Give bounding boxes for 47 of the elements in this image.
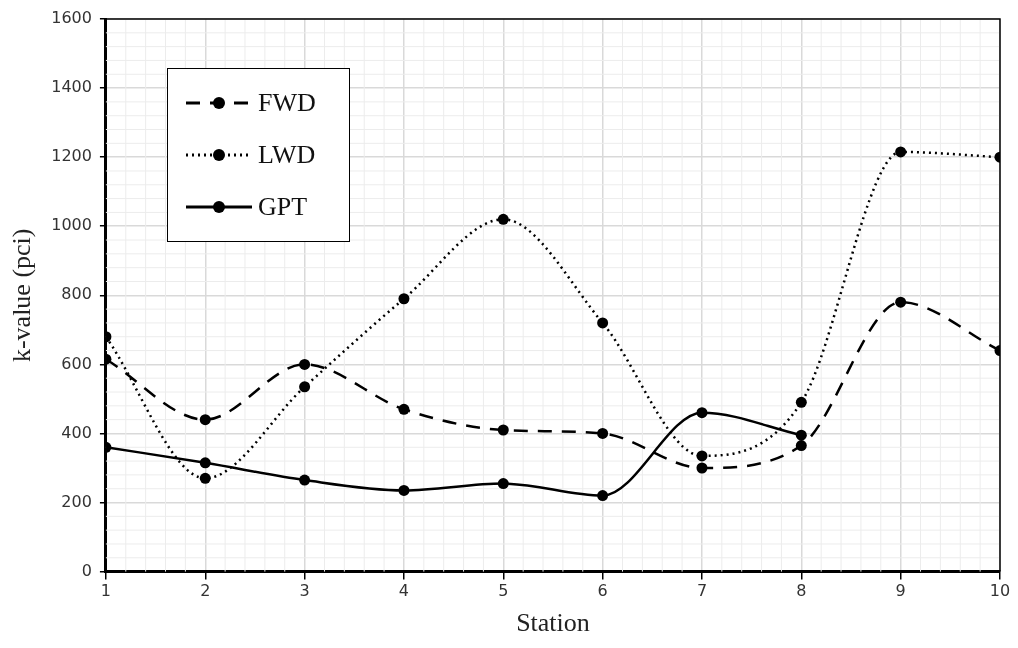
point [398,403,410,415]
x-tick-label: 5 [498,581,509,601]
x-tick-label: 2 [200,581,211,601]
point [299,358,311,370]
x-tick-label: 7 [696,581,708,601]
point [299,474,311,486]
point [895,146,907,158]
x-tick-label: 8 [796,581,807,601]
point [696,450,708,462]
x-tick-label: 6 [597,581,608,601]
y-tick-label: 0 [81,560,92,580]
point [597,317,609,329]
legend-label: LWD [258,140,316,170]
point [497,213,509,225]
x-tick-label: 10 [989,581,1011,601]
y-tick-label: 200 [61,491,92,511]
point [299,381,311,393]
y-tick-label: 1000 [51,215,92,235]
point [199,414,211,426]
y-tick-label: 1600 [51,8,92,28]
x-tick-label: 1 [100,581,112,601]
point [696,407,708,419]
y-tick-label: 800 [61,284,92,304]
y-tick-label: 1400 [51,77,92,97]
point [597,490,609,502]
x-tick-label: 9 [895,581,906,601]
point [795,440,807,452]
point [497,424,509,436]
legend-label: GPT [258,192,308,222]
point [795,396,807,408]
point [497,478,509,490]
x-tick-label: 4 [398,581,410,601]
point [895,296,907,308]
y-axis-title: k-value (pci) [7,228,37,363]
point [795,429,807,441]
point [597,427,609,439]
point [199,457,211,469]
point [398,484,410,496]
point [199,472,211,484]
point [696,462,708,474]
legend-label: FWD [258,88,316,118]
y-tick-label: 1200 [51,146,92,166]
point [398,293,410,305]
y-tick-label: 600 [61,353,92,373]
x-axis-title: Station [516,608,590,638]
x-tick-label: 3 [299,581,310,601]
y-tick-label: 400 [61,422,92,442]
